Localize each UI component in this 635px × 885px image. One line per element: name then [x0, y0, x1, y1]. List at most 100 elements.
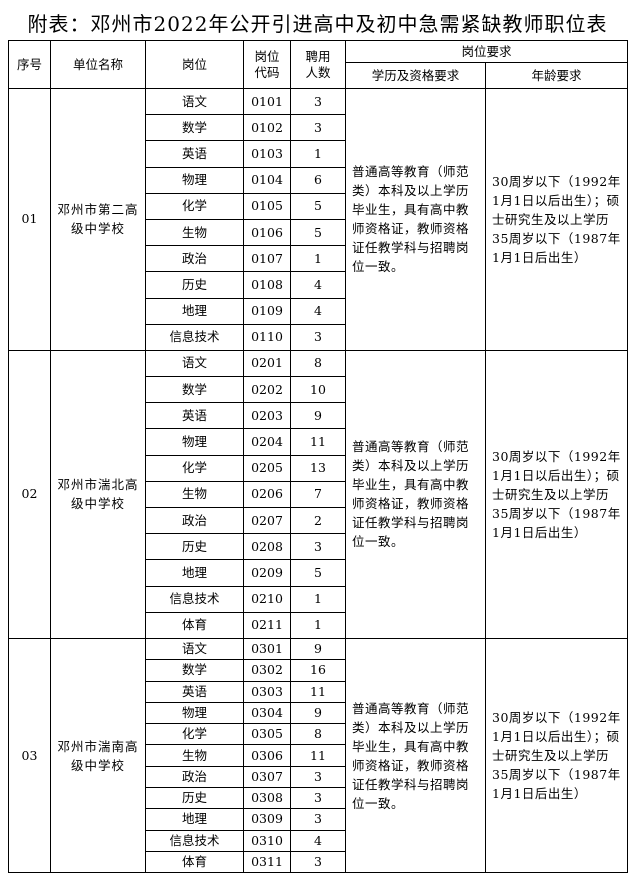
hire-count-cell: 3: [290, 533, 346, 561]
hire-count-cell: 8: [290, 723, 346, 746]
header-education: 学历及资格要求: [345, 62, 486, 89]
table-row: 02 邓州市湍北高级中学校 语文 0201 8 普通高等教育（师范类）本科及以上学历毕业生…: [8, 349, 629, 639]
post-code-cell: 0211: [243, 611, 291, 639]
post-cell: 政治: [145, 506, 244, 535]
post-code-cell: 0310: [243, 829, 291, 852]
post-cell: 数学: [145, 659, 244, 682]
post-code-cell: 0107: [243, 245, 291, 273]
hire-count-cell: 6: [290, 166, 346, 194]
post-cell: 信息技术: [145, 323, 244, 351]
hire-count-cell: 4: [290, 271, 346, 299]
post-cell: 物理: [145, 701, 244, 725]
post-code-cell: 0106: [243, 218, 291, 247]
hire-count-cell: 4: [290, 297, 346, 325]
post-code-cell: 0204: [243, 428, 291, 456]
post-cell: 化学: [145, 454, 244, 482]
table-row: 体育 0211 1: [9, 611, 628, 639]
post-cell: 物理: [145, 428, 244, 456]
post-cell: 生物: [145, 218, 244, 247]
seq-cell: 02: [8, 349, 51, 639]
seq-cell: 03: [8, 637, 51, 874]
hire-count-cell: 3: [290, 323, 346, 351]
table-row: 地理 0209 5: [9, 559, 628, 587]
post-cell: 英语: [145, 402, 244, 430]
education-requirement-cell: 普通高等教育（师范类）本科及以上学历毕业生，具有高中教师资格证，教师资格证任教学…: [345, 349, 486, 639]
post-code-cell: 0210: [243, 585, 291, 613]
hire-count-cell: 1: [290, 611, 346, 639]
post-cell: 政治: [145, 765, 244, 789]
table-row: 政治 0307 3: [9, 765, 628, 789]
hire-count-cell: 3: [290, 808, 346, 831]
age-requirement-cell: 30周岁以下（1992年1月1日以后出生）；硕士研究生及以上学历35周岁以下（1…: [484, 88, 629, 351]
table-row: 03 邓州市湍南高级中学校 语文 0301 9 普通高等教育（师范类）本科及以上学历毕业生…: [8, 637, 629, 874]
hire-count-cell: 2: [290, 506, 346, 535]
header-post: 岗位: [145, 40, 244, 89]
post-code-cell: 0109: [243, 297, 291, 325]
hire-count-cell: 3: [290, 850, 346, 874]
table-row: 历史 0308 3: [9, 787, 628, 810]
table-row: 体育 0311 3: [9, 850, 628, 874]
post-code-cell: 0203: [243, 402, 291, 430]
post-code-cell: 0302: [243, 659, 291, 682]
unit-name-cell: 邓州市第二高级中学校: [50, 88, 146, 351]
header-code: 岗位代码: [243, 40, 291, 89]
post-code-cell: 0309: [243, 808, 291, 831]
post-cell: 信息技术: [145, 585, 244, 613]
post-code-cell: 0303: [243, 680, 291, 703]
hire-count-cell: 11: [290, 428, 346, 456]
post-code-cell: 0207: [243, 506, 291, 535]
post-cell: 地理: [145, 297, 244, 325]
hire-count-cell: 1: [290, 245, 346, 273]
post-cell: 语文: [145, 349, 244, 378]
page-title: 附表：邓州市2022年公开引进高中及初中急需紧缺教师职位表: [27, 12, 608, 36]
header-seq: 序号: [8, 40, 51, 89]
hire-count-cell: 11: [290, 680, 346, 703]
post-code-cell: 0305: [243, 723, 291, 746]
header-unit: 单位名称: [50, 40, 146, 89]
table-row: 物理 0104 6: [9, 166, 628, 194]
post-cell: 体育: [145, 850, 244, 874]
table-row: 生物 0206 7: [9, 480, 628, 509]
post-code-cell: 0307: [243, 765, 291, 789]
hire-count-cell: 1: [290, 140, 346, 168]
hire-count-cell: 5: [290, 192, 346, 220]
post-cell: 体育: [145, 611, 244, 639]
post-cell: 地理: [145, 559, 244, 587]
post-cell: 历史: [145, 787, 244, 810]
post-code-cell: 0205: [243, 454, 291, 482]
post-cell: 信息技术: [145, 829, 244, 852]
hire-count-cell: 9: [290, 637, 346, 661]
post-code-cell: 0102: [243, 114, 291, 142]
hire-count-cell: 11: [290, 744, 346, 767]
post-cell: 生物: [145, 744, 244, 767]
post-code-cell: 0208: [243, 533, 291, 561]
post-cell: 地理: [145, 808, 244, 831]
age-requirement-cell: 30周岁以下（1992年1月1日以后出生）；硕士研究生及以上学历35周岁以下（1…: [484, 349, 629, 639]
table-row: 数学 0102 3: [9, 114, 628, 142]
header-row-2: 学历及资格要求 年龄要求: [9, 62, 629, 89]
education-requirement-cell: 普通高等教育（师范类）本科及以上学历毕业生，具有高中教师资格证，教师资格证任教学…: [345, 88, 486, 351]
education-requirement-cell: 普通高等教育（师范类）本科及以上学历毕业生，具有高中教师资格证，教师资格证任教学…: [345, 637, 486, 874]
table-row: 政治 0107 1: [9, 245, 628, 273]
post-code-cell: 0101: [243, 87, 291, 116]
header-row: 序号 单位名称 岗位 岗位代码 聘用人数 岗位要求: [8, 40, 629, 89]
table-row: 生物 0106 5: [9, 218, 628, 247]
age-requirement-cell: 30周岁以下（1992年1月1日以后出生）；硕士研究生及以上学历35周岁以下（1…: [484, 637, 629, 874]
table-row: 地理 0109 4: [9, 297, 628, 325]
table-row: 化学 0105 5: [9, 192, 628, 220]
header-requirements: 岗位要求: [344, 40, 629, 63]
post-code-cell: 0206: [243, 480, 291, 509]
post-code-cell: 0103: [243, 140, 291, 168]
seq-cell: 01: [8, 88, 51, 351]
post-cell: 化学: [145, 723, 244, 746]
positions-table: 序号 单位名称 岗位 岗位代码 聘用人数 岗位要求 学历及资格要求 年龄要求 0…: [8, 40, 629, 874]
post-cell: 化学: [145, 192, 244, 220]
post-code-cell: 0308: [243, 787, 291, 810]
hire-count-cell: 1: [290, 585, 346, 613]
header-age: 年龄要求: [484, 62, 629, 89]
post-code-cell: 0304: [243, 701, 291, 725]
post-cell: 数学: [145, 376, 244, 404]
hire-count-cell: 4: [290, 829, 346, 852]
unit-name-cell: 邓州市湍北高级中学校: [50, 349, 146, 639]
post-code-cell: 0202: [243, 376, 291, 404]
